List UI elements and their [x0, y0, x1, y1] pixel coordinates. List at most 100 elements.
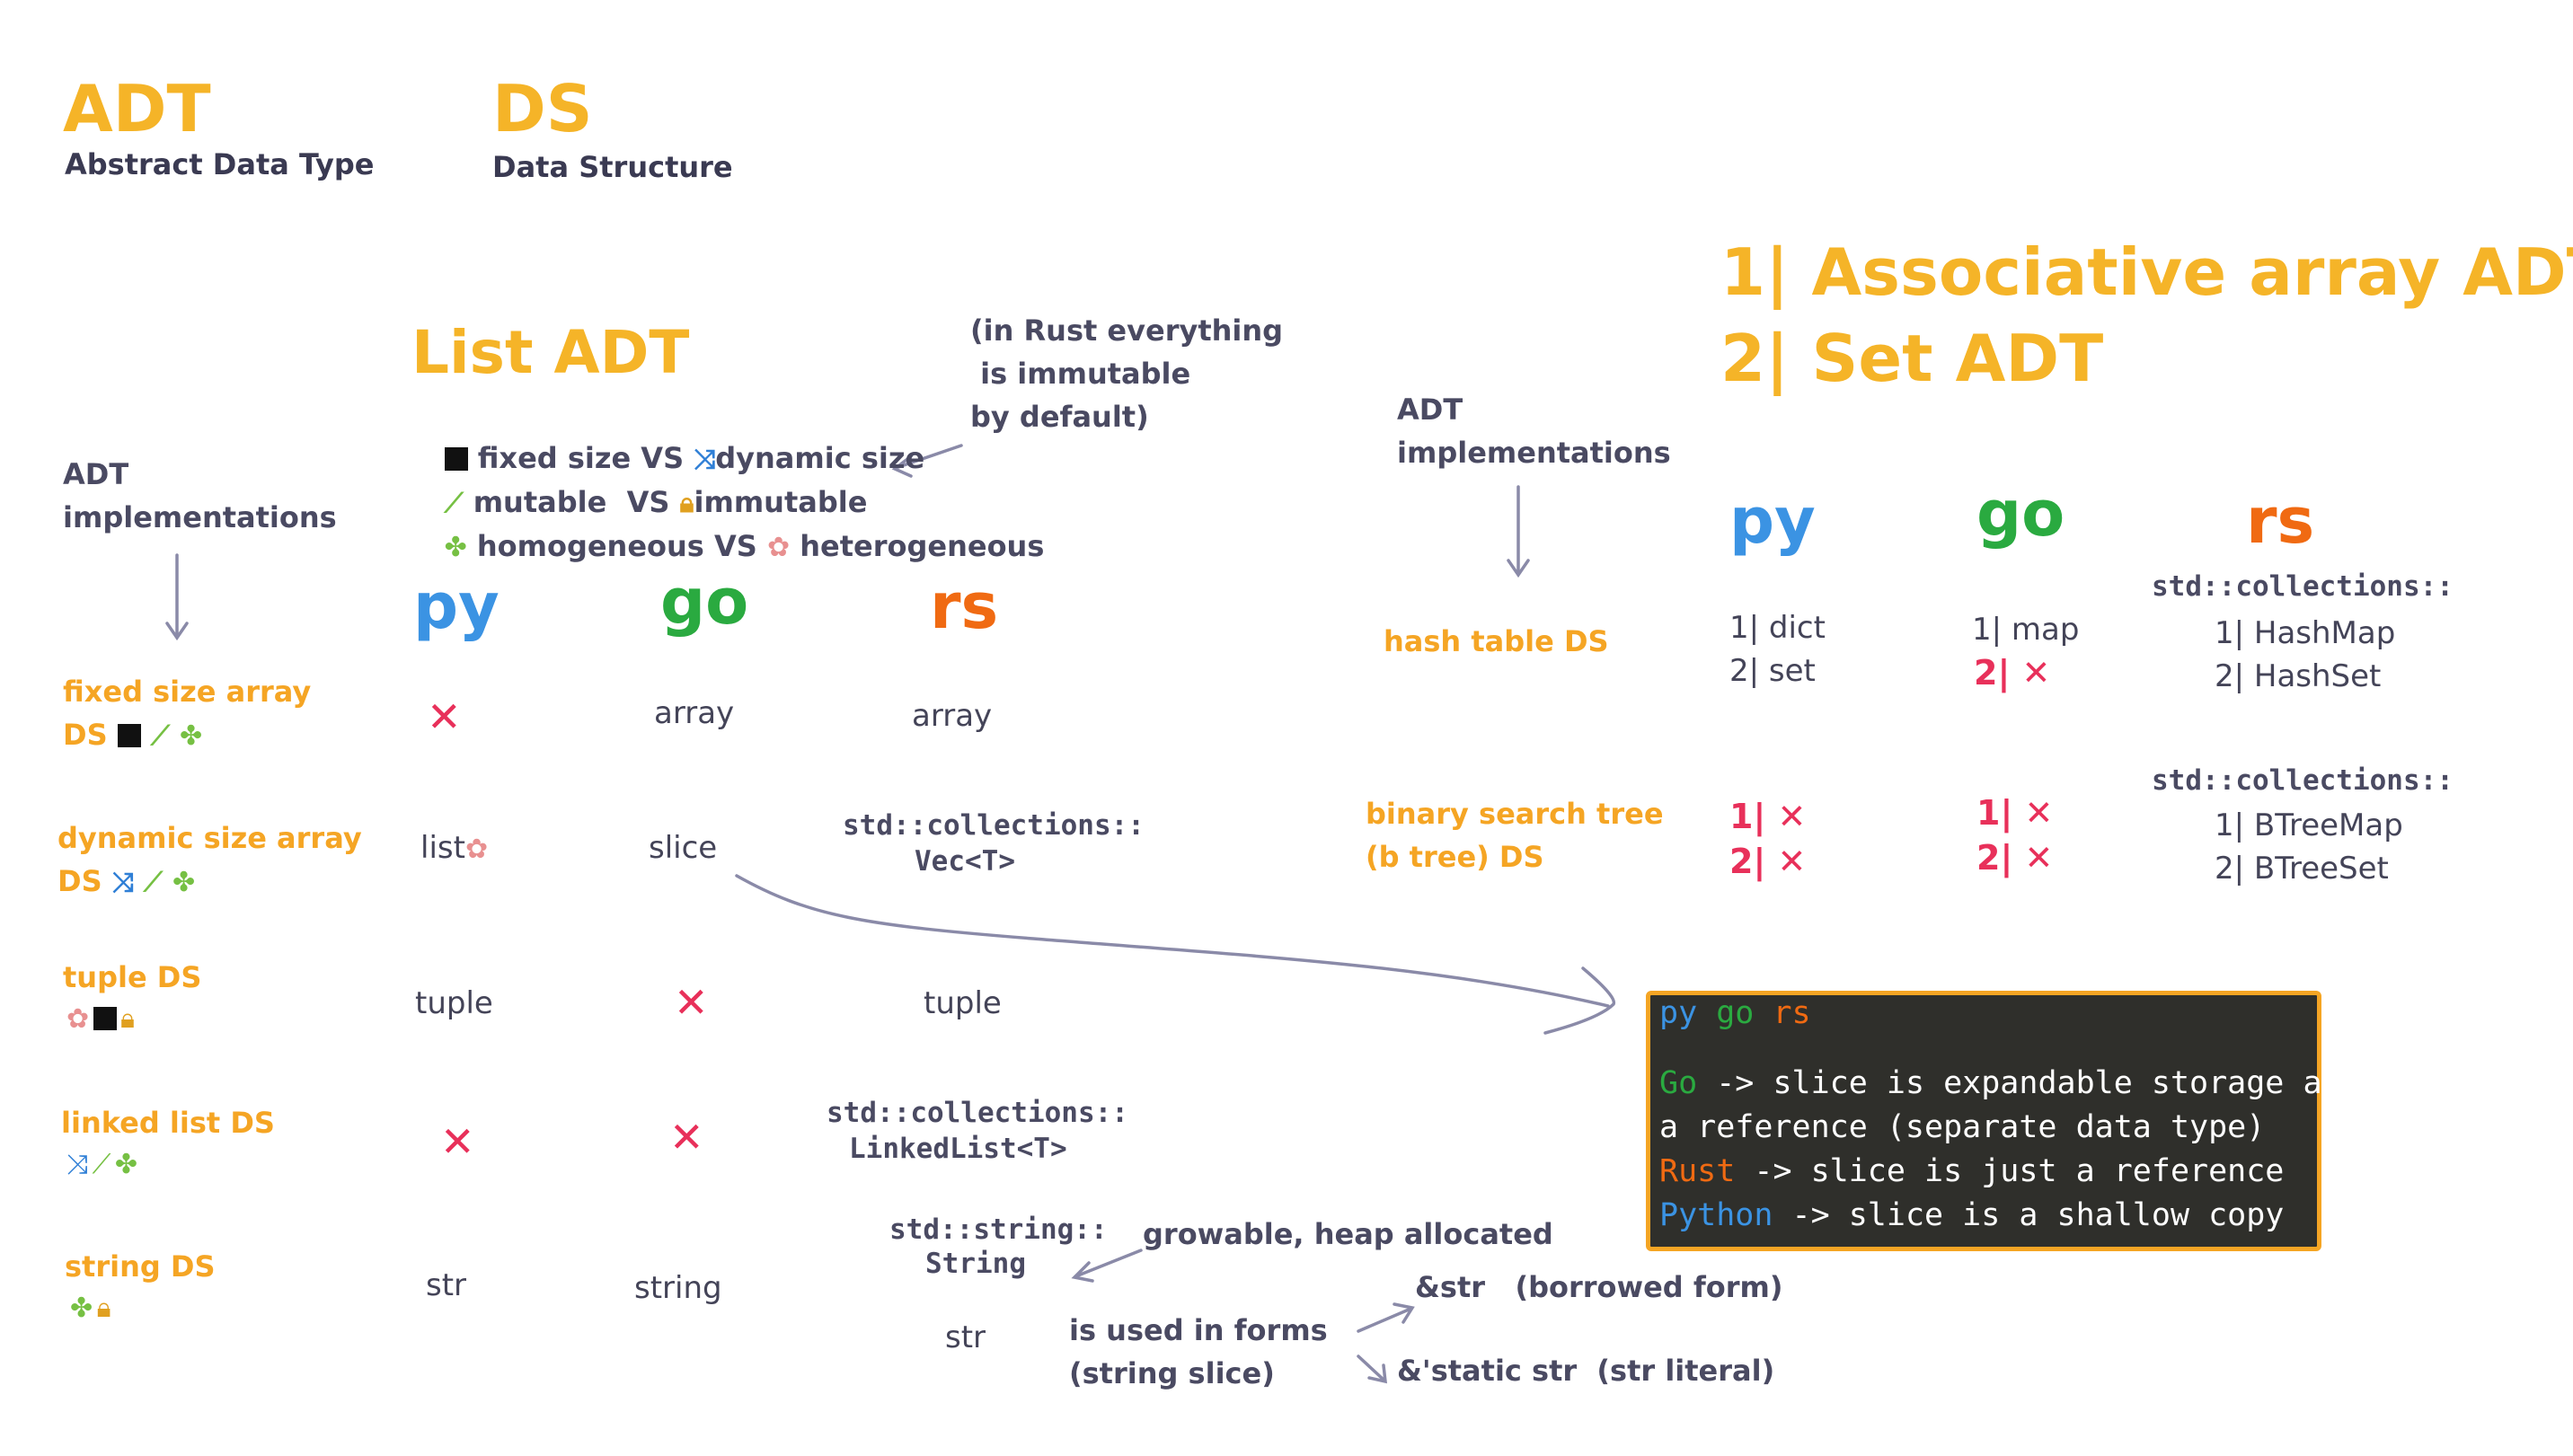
black-square-icon — [93, 1007, 117, 1030]
ds-fixed-size-array: fixed size array — [63, 675, 312, 709]
ds-hash-table: hash table DS — [1384, 624, 1609, 658]
assoc-title-1: 1| Associative array ADT — [1720, 234, 2573, 310]
cell-rs-btreeset: 2| BTreeSet — [2215, 851, 2389, 887]
rust-note-arrow — [897, 444, 963, 469]
black-square-icon — [444, 446, 468, 471]
cell-py-list: list✿ — [420, 830, 489, 866]
cell-go-bst-2: 2| ✕ — [1976, 838, 2054, 878]
cell-go-slice: slice — [649, 830, 718, 866]
cell-rs-collections: std::collections:: — [843, 809, 1145, 842]
callout-python-line: Python -> slice is a shallow copy — [1659, 1197, 2285, 1233]
puzzle-icon: ✤ — [114, 1149, 138, 1180]
cell-rs-hashmap: 1| HashMap — [2215, 615, 2396, 651]
cell-rs-btreemap: 1| BTreeMap — [2215, 807, 2403, 843]
cross-mark: ✕ — [674, 978, 709, 1027]
growable-arrow-head — [1071, 1261, 1094, 1283]
puzzle-icon: ✤ — [70, 1293, 93, 1324]
forms-arrow-down-head — [1367, 1363, 1388, 1384]
cell-py-tuple: tuple — [415, 985, 493, 1021]
forms-note-1: is used in forms — [1069, 1313, 1328, 1347]
growable-note: growable, heap allocated — [1143, 1217, 1553, 1251]
puzzle-icon: ✤ — [172, 867, 196, 898]
palette-icon: ✿ — [66, 1003, 90, 1035]
shuffle-icon: ⤨ — [66, 1149, 88, 1180]
impl-label-right-1: ADT — [1397, 393, 1463, 427]
ds-fixed-size-array-suffix: DS ⟋ ✤ — [63, 718, 203, 752]
cell-rs-vec: Vec<T> — [915, 845, 1015, 878]
lock-icon: 🔒︎ — [120, 1003, 136, 1035]
cross-mark: 2| ✕ — [1974, 653, 2051, 693]
ds-title: DS — [492, 71, 593, 146]
test-tube-icon: ⟋ — [143, 867, 163, 898]
impl-label-left-2: implementations — [63, 500, 337, 534]
cross-mark: ✕ — [440, 1117, 475, 1166]
ds-dynamic-size-array: dynamic size array — [57, 821, 362, 855]
rs-str-label: str — [945, 1319, 986, 1355]
cell-py-bst-2: 2| ✕ — [1729, 842, 1807, 881]
cell-rs-tuple: tuple — [924, 985, 1002, 1021]
cell-go-bst-1: 1| ✕ — [1976, 793, 2054, 833]
callout-rust-line: Rust -> slice is just a reference — [1659, 1153, 2285, 1189]
adt-subtitle: Abstract Data Type — [65, 147, 375, 181]
puzzle-icon: ✤ — [444, 531, 467, 563]
string-icons: ✤ 🔒︎ — [70, 1293, 111, 1325]
cell-py-str: str — [426, 1267, 467, 1303]
cell-rs-collections: std::collections:: — [2152, 570, 2454, 603]
lock-icon: 🔒︎ — [679, 487, 694, 519]
property-line-mutability: ⟋ mutable VS 🔒︎immutable — [444, 484, 868, 519]
slice-arrow — [735, 874, 1610, 1008]
property-line-size: fixed size VS ⤨dynamic size — [404, 409, 924, 508]
forms-note-2: (string slice) — [1069, 1356, 1275, 1390]
ds-string: string DS — [65, 1249, 216, 1284]
cell-py-set: 2| set — [1729, 653, 1816, 689]
cell-rs-collections: std::collections:: — [827, 1097, 1128, 1129]
list-adt-title: List ADT — [411, 318, 690, 387]
growable-arrow — [1076, 1249, 1143, 1277]
callout-header: py go rs — [1659, 995, 1811, 1031]
lang-header-py: py — [413, 569, 500, 643]
rust-note-3: by default) — [970, 400, 1149, 434]
impl-arrow-right-head — [1507, 559, 1530, 578]
lock-icon: 🔒︎ — [96, 1293, 111, 1324]
black-square-icon — [117, 724, 141, 747]
linked-list-icons: ⤨ ⟋ ✤ — [66, 1149, 138, 1181]
lang-header-rs: rs — [2246, 484, 2315, 558]
shuffle-icon: ⤨ — [111, 867, 134, 898]
ds-binary-search-tree: binary search tree — [1366, 797, 1664, 831]
tuple-icons: ✿ 🔒︎ — [66, 1003, 136, 1036]
assoc-title-2: 2| Set ADT — [1720, 321, 2104, 396]
ds-dynamic-size-array-suffix: DS ⤨ ⟋ ✤ — [57, 864, 196, 898]
cell-py-bst-1: 1| ✕ — [1729, 797, 1807, 836]
rust-note-arrow-head — [891, 454, 913, 478]
cross-mark: ✕ — [669, 1113, 704, 1161]
impl-label-left-1: ADT — [63, 457, 129, 491]
palette-icon: ✿ — [464, 834, 489, 865]
adt-title: ADT — [63, 71, 211, 146]
cell-rs-hashset: 2| HashSet — [2215, 658, 2382, 694]
test-tube-icon: ⟋ — [150, 720, 170, 752]
puzzle-icon: ✤ — [180, 720, 203, 752]
static-note: &'static str (str literal) — [1397, 1354, 1775, 1388]
lang-header-py: py — [1729, 484, 1816, 558]
cell-rs-string-module: std::string:: — [889, 1213, 1108, 1246]
ds-b-tree: (b tree) DS — [1366, 840, 1544, 874]
cell-rs-string: String — [925, 1248, 1026, 1280]
cell-go-string: string — [634, 1270, 722, 1306]
cell-rs-collections: std::collections:: — [2152, 764, 2454, 797]
slice-callout-box: py go rs Go -> slice is expandable stora… — [1646, 991, 2360, 1251]
impl-label-right-2: implementations — [1397, 436, 1671, 470]
ds-subtitle: Data Structure — [492, 150, 733, 184]
cell-py-dict: 1| dict — [1729, 610, 1826, 646]
cell-go-map: 1| map — [1972, 612, 2080, 648]
property-line-homogeneity: ✤ homogeneous VS ✿ heterogeneous — [444, 528, 1045, 563]
borrowed-note: &str (borrowed form) — [1415, 1270, 1783, 1304]
cell-go-set: 2| ✕ — [1972, 653, 2051, 693]
forms-arrow-down — [1357, 1355, 1385, 1381]
test-tube-icon: ⟋ — [92, 1149, 111, 1180]
lang-header-go: go — [1976, 477, 2065, 551]
forms-arrow-up-head — [1393, 1302, 1415, 1324]
ds-tuple: tuple DS — [63, 960, 202, 994]
rust-note-2: is immutable — [970, 357, 1191, 391]
